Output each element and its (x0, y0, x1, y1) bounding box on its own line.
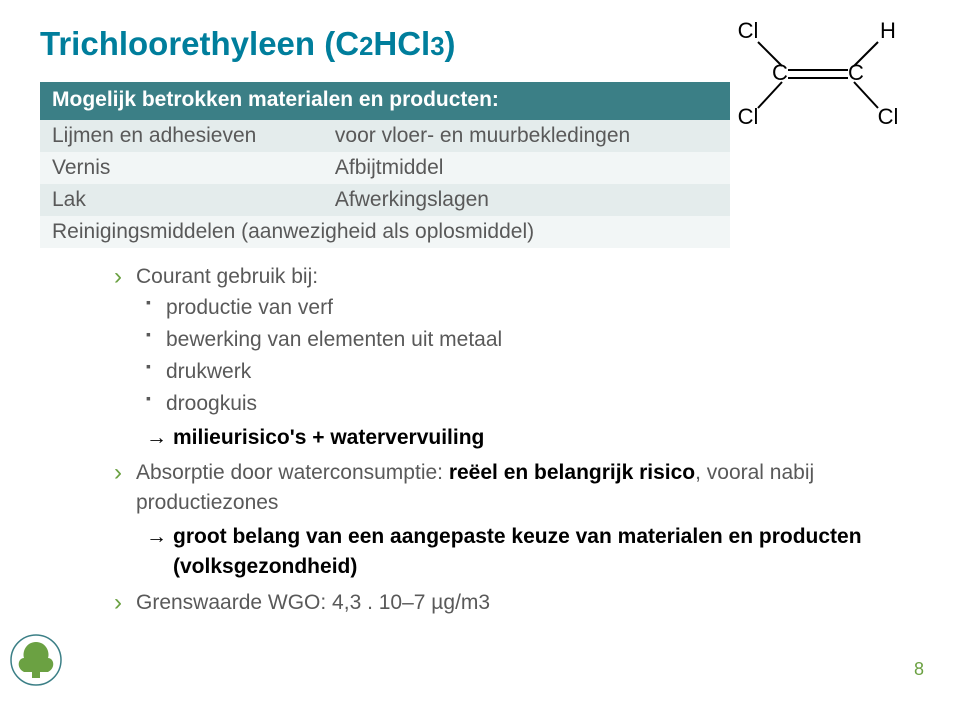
body-content: Courant gebruik bij: productie van verf … (114, 262, 920, 618)
slide: Trichloorethyleen (C2HCl3) Mogelijk betr… (0, 0, 960, 702)
title-prefix: Trichloorethyleen (C (40, 25, 359, 62)
svg-text:Cl: Cl (738, 104, 759, 129)
tree-icon (8, 632, 64, 688)
title-suffix: ) (445, 25, 456, 62)
bullet-list: Courant gebruik bij: productie van verf … (114, 262, 920, 618)
table-row: Reinigingsmiddelen (aanwezigheid als opl… (40, 216, 730, 248)
svg-text:C: C (848, 60, 864, 85)
list-item: bewerking van elementen uit metaal (146, 325, 920, 355)
cell: Afwerkingslagen (323, 184, 730, 216)
cell: Afbijtmiddel (323, 152, 730, 184)
cell: Lijmen en adhesieven (40, 120, 323, 152)
cell: Vernis (40, 152, 323, 184)
item-text: Absorptie door waterconsumptie: reëel en… (136, 461, 814, 514)
materials-table: Mogelijk betrokken materialen en product… (40, 82, 730, 248)
item-text: Grenswaarde WGO: 4,3 . 10–7 µg/m3 (136, 591, 490, 614)
svg-text:Cl: Cl (878, 104, 899, 129)
svg-text:Cl: Cl (738, 18, 759, 43)
title-mid: HCl (373, 25, 430, 62)
cell: voor vloer- en muurbekledingen (323, 120, 730, 152)
list-item: Courant gebruik bij: productie van verf … (114, 262, 920, 453)
arrow-line: → groot belang van een aangepaste keuze … (146, 522, 920, 582)
arrow-icon: → (146, 522, 173, 582)
list-item: drukwerk (146, 357, 920, 387)
item-text: Courant gebruik bij: (136, 265, 318, 288)
arrow-icon: → (146, 423, 173, 453)
table-row: Lak Afwerkingslagen (40, 184, 730, 216)
list-item: droogkuis (146, 389, 920, 419)
table-row: Vernis Afbijtmiddel (40, 152, 730, 184)
list-item: Grenswaarde WGO: 4,3 . 10–7 µg/m3 (114, 588, 920, 618)
cell: Lak (40, 184, 323, 216)
cell: Reinigingsmiddelen (aanwezigheid als opl… (40, 216, 730, 248)
list-item: Absorptie door waterconsumptie: reëel en… (114, 458, 920, 581)
sub-list: productie van verf bewerking van element… (146, 293, 920, 418)
arrow-text: groot belang van een aangepaste keuze va… (173, 522, 920, 582)
title-sub2: 3 (430, 33, 444, 61)
page-number: 8 (914, 659, 924, 680)
arrow-text: milieurisico's + watervervuiling (173, 423, 920, 453)
table-body: Lijmen en adhesieven voor vloer- en muur… (40, 120, 730, 248)
svg-text:H: H (880, 18, 896, 43)
title-sub1: 2 (359, 33, 373, 61)
list-item: productie van verf (146, 293, 920, 323)
table-row: Lijmen en adhesieven voor vloer- en muur… (40, 120, 730, 152)
table-header: Mogelijk betrokken materialen en product… (40, 82, 730, 120)
molecule-diagram-icon: Cl H Cl Cl C C (728, 16, 908, 136)
arrow-line: → milieurisico's + watervervuiling (146, 423, 920, 453)
svg-text:C: C (772, 60, 788, 85)
